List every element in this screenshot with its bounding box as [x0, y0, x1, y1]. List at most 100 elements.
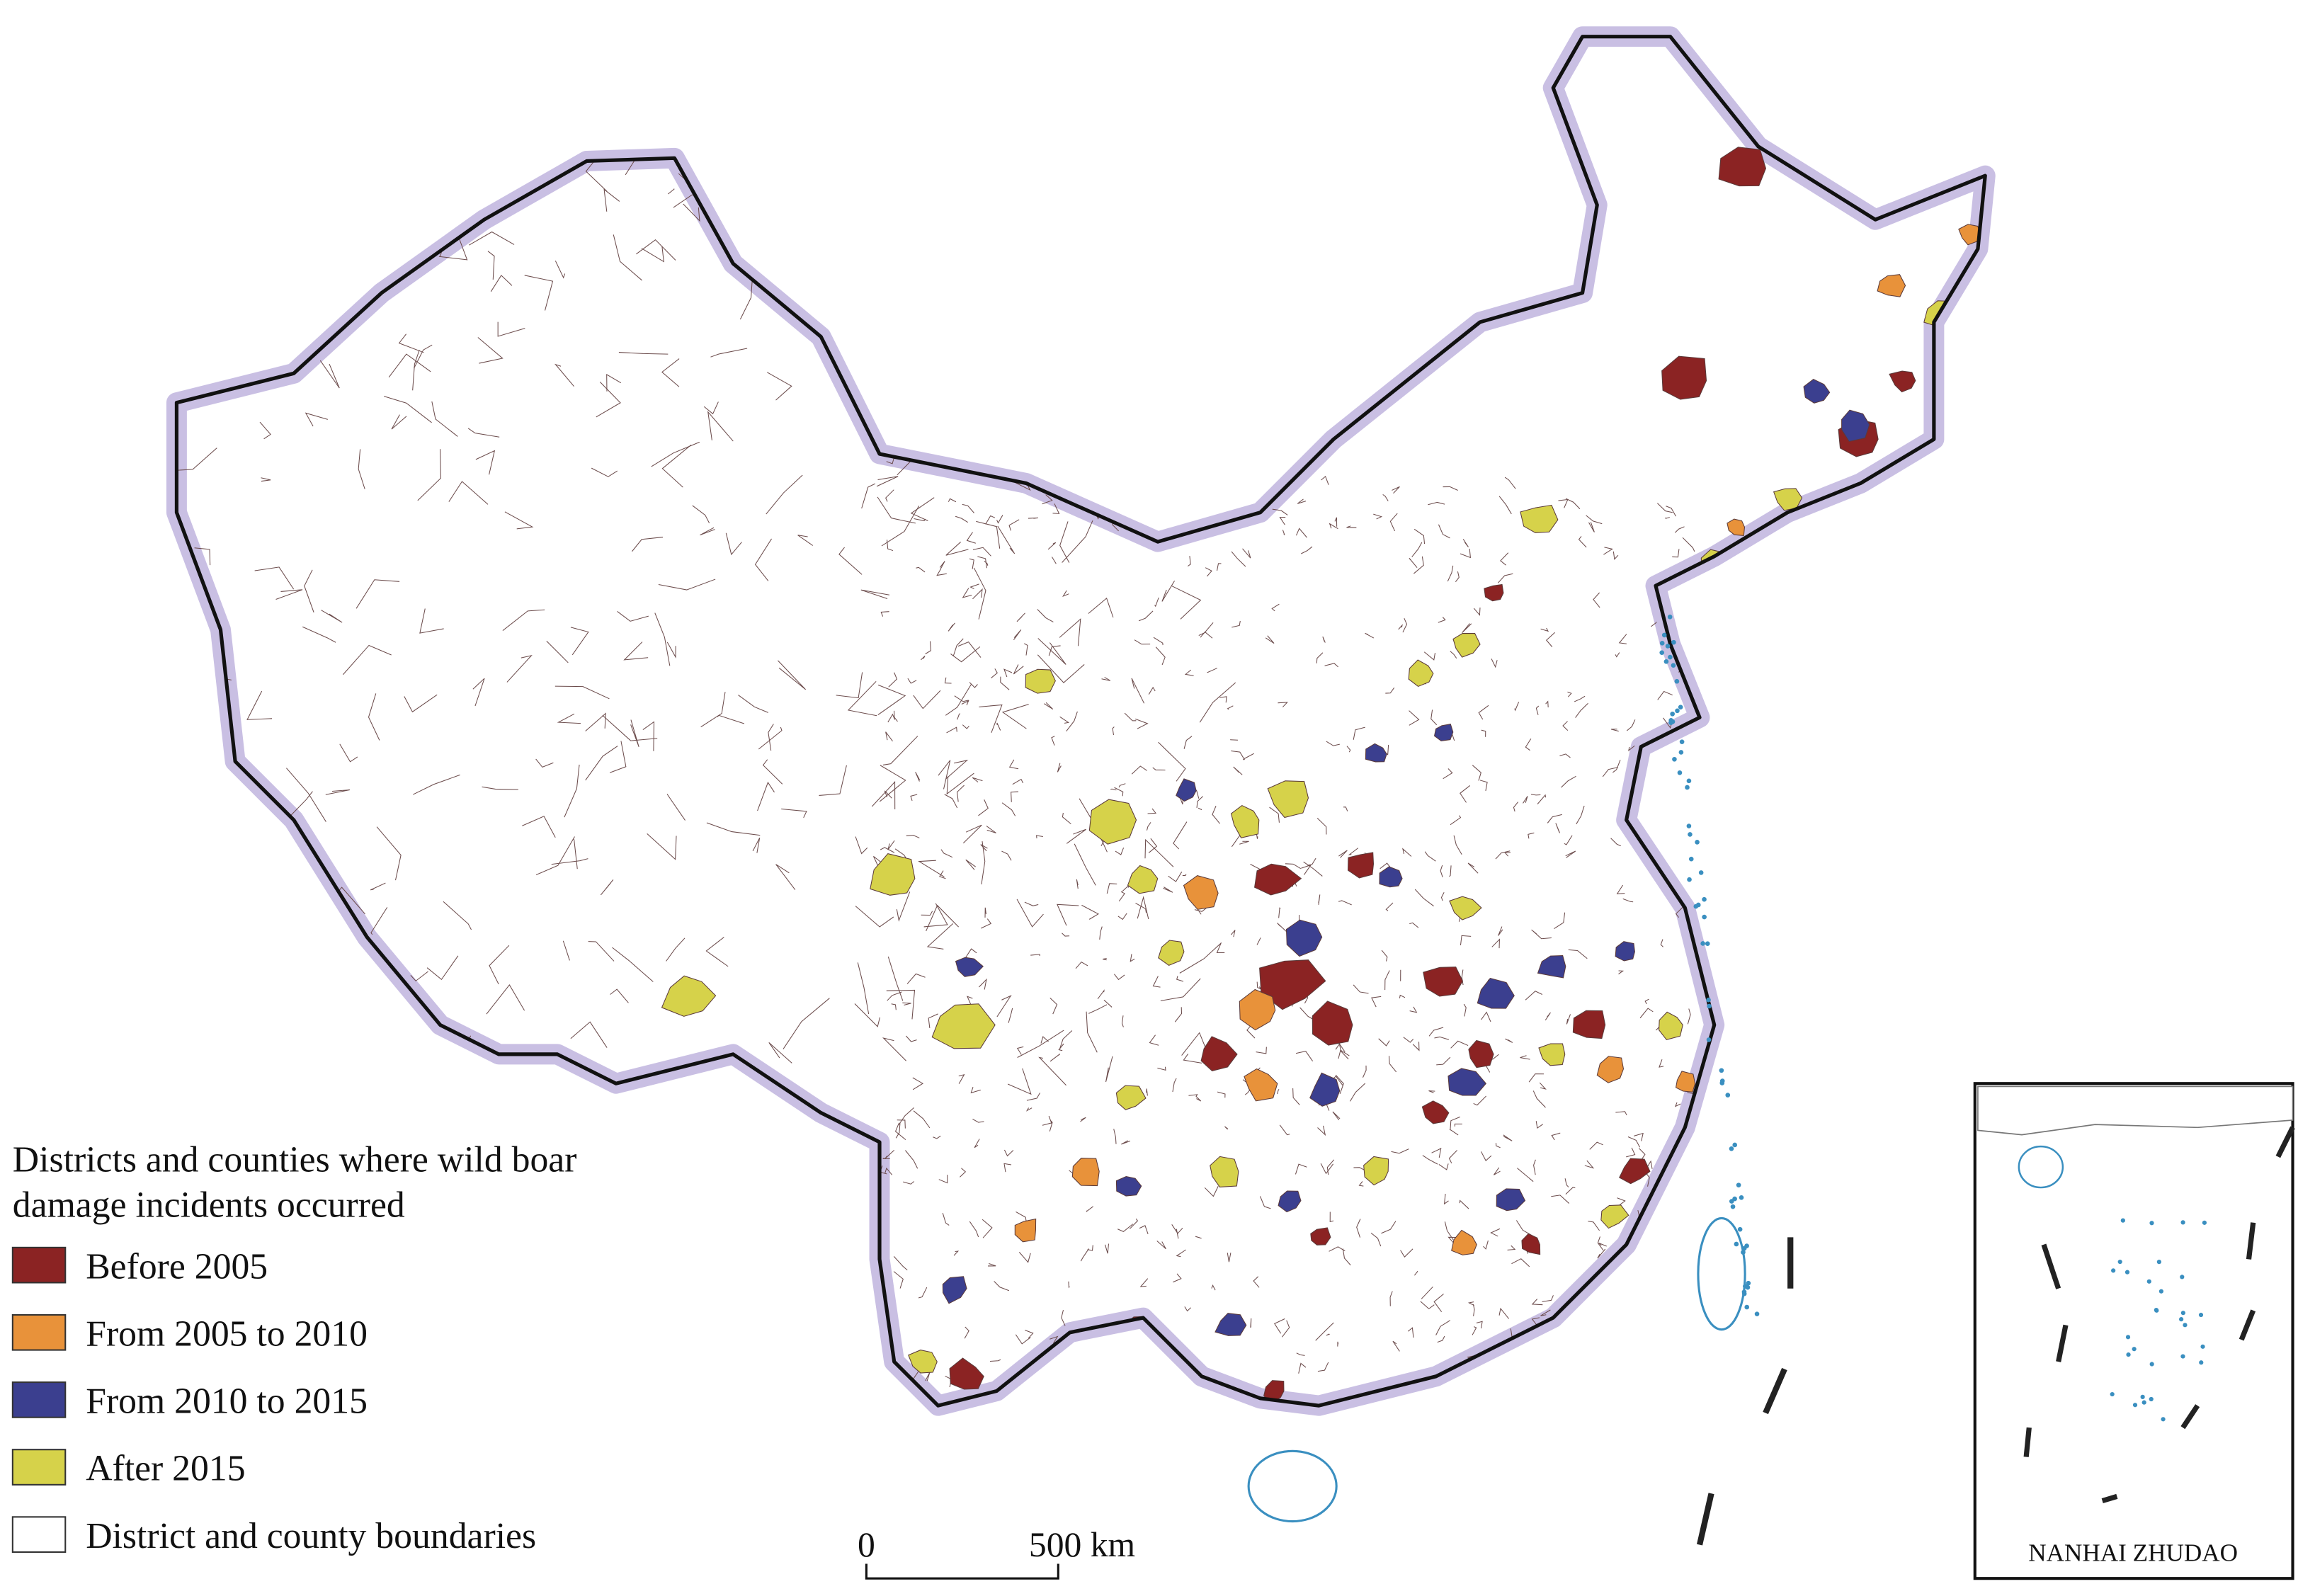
county-boundary [1001, 802, 1016, 816]
county-boundary [1298, 1362, 1307, 1374]
dash [2056, 1324, 2069, 1362]
county-boundary [1581, 1316, 1595, 1321]
county-boundary [585, 746, 618, 781]
county-boundary [1666, 506, 1676, 517]
county-boundary [1440, 865, 1443, 878]
maritime-dashes [1696, 1237, 1794, 1546]
incident-area [1877, 274, 1906, 297]
county-boundary [1651, 622, 1657, 627]
county-boundary [477, 337, 504, 364]
county-boundary [1373, 513, 1383, 520]
county-boundary [1467, 862, 1479, 874]
county-layer [176, 126, 1981, 1404]
island-dot [1674, 678, 1680, 684]
incident-area [1239, 988, 1276, 1031]
county-boundary [522, 816, 556, 838]
county-boundary [906, 973, 926, 984]
county-boundary [1384, 970, 1390, 991]
inset: NANHAI ZHUDAO [1973, 1082, 2295, 1580]
county-boundary [1277, 923, 1287, 933]
county-boundary [1216, 563, 1222, 571]
county-boundary [981, 840, 986, 884]
county-boundary [1332, 1111, 1341, 1121]
dash [2275, 1126, 2295, 1158]
county-boundary [1017, 1030, 1064, 1058]
island-dot [2198, 1312, 2204, 1318]
county-boundary [1178, 483, 1210, 503]
county-boundary [886, 989, 916, 1020]
county-boundary [838, 547, 863, 575]
county-boundary [898, 1107, 914, 1125]
county-boundary [882, 1037, 906, 1061]
county-boundary [1627, 1136, 1641, 1148]
county-boundary [1504, 852, 1511, 857]
county-boundary [1438, 1163, 1449, 1170]
county-boundary [1179, 942, 1222, 974]
county-boundary [666, 937, 686, 962]
island-dot [1744, 1304, 1750, 1310]
county-boundary [893, 1256, 908, 1271]
county-boundary [738, 695, 768, 713]
county-boundary [1057, 904, 1079, 926]
county-boundary [1295, 1163, 1307, 1175]
county-boundary [1598, 1243, 1607, 1247]
county-boundary [1278, 907, 1281, 918]
county-boundary [1443, 768, 1453, 780]
county-boundary [1016, 612, 1025, 622]
county-boundary [1586, 515, 1603, 525]
county-boundary [554, 261, 566, 279]
county-boundary [1615, 652, 1620, 658]
county-boundary [1230, 930, 1236, 937]
county-boundary [1626, 1147, 1636, 1158]
county-boundary [1149, 1034, 1159, 1046]
county-boundary [1433, 1293, 1444, 1313]
incident-area [1675, 1071, 1696, 1093]
county-boundary [1498, 496, 1512, 515]
county-boundary [1059, 1357, 1064, 1360]
county-boundary [1682, 537, 1695, 552]
county-boundary [179, 184, 186, 194]
county-boundary [897, 1119, 906, 1129]
incident-area [1423, 967, 1464, 997]
county-boundary [1103, 1370, 1112, 1375]
county-boundary [1495, 850, 1511, 860]
county-boundary [1232, 620, 1241, 628]
county-boundary [1450, 1116, 1460, 1129]
island-dot [1686, 778, 1692, 784]
county-boundary [1559, 753, 1571, 758]
county-boundary [1259, 1196, 1271, 1209]
county-boundary [910, 794, 918, 802]
county-boundary [945, 684, 972, 716]
county-boundary [847, 680, 877, 717]
county-boundary [705, 937, 729, 967]
county-boundary [884, 1167, 893, 1175]
county-boundary [1483, 1240, 1489, 1250]
county-boundary [939, 870, 946, 879]
county-boundary [490, 275, 513, 292]
incident-area [955, 957, 984, 977]
county-boundary [1326, 1333, 1330, 1336]
county-boundary [1088, 598, 1114, 618]
county-boundary [1121, 1140, 1131, 1145]
county-boundary [1447, 565, 1454, 582]
county-boundary [1195, 1096, 1202, 1102]
county-boundary [1455, 571, 1460, 583]
county-boundary [431, 401, 458, 437]
county-boundary [1117, 145, 1162, 167]
county-boundary [797, 535, 814, 546]
county-boundary [1139, 1225, 1149, 1234]
county-boundary [1176, 1229, 1179, 1239]
county-boundary [1346, 525, 1357, 528]
county-boundary [1338, 1049, 1350, 1059]
county-boundary [1381, 950, 1388, 962]
county-boundary [1008, 759, 1019, 770]
county-boundary [1097, 989, 1105, 1000]
county-boundary [1531, 1299, 1543, 1306]
county-boundary [1436, 1056, 1451, 1066]
county-boundary [957, 641, 982, 658]
incident-area [1200, 1036, 1238, 1072]
county-boundary [1176, 1249, 1186, 1258]
county-boundary [1024, 643, 1028, 656]
county-boundary [1016, 1046, 1024, 1055]
county-boundary [286, 768, 326, 822]
